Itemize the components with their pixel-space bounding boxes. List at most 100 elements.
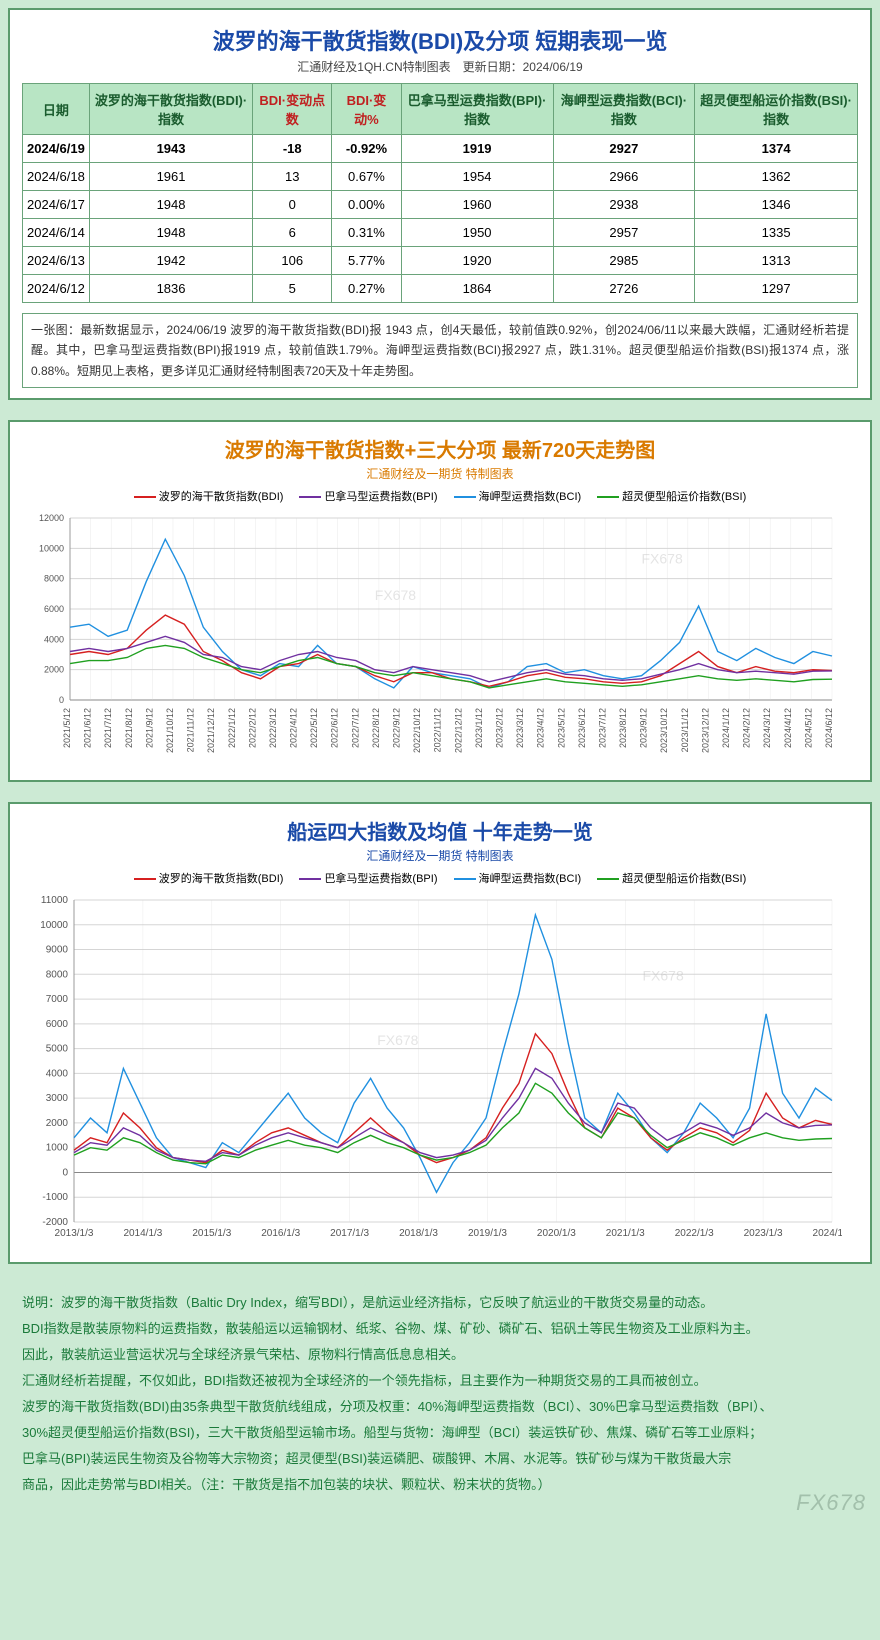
svg-text:2019/1/3: 2019/1/3 [468, 1228, 507, 1239]
svg-text:2024/2/12: 2024/2/12 [742, 708, 752, 748]
col-header: 超灵便型船运价指数(BSI)·指数 [695, 84, 858, 135]
col-header: BDI·变动点数 [253, 84, 332, 135]
svg-text:2022/9/12: 2022/9/12 [392, 708, 402, 748]
table-title: 波罗的海干散货指数(BDI)及分项 短期表现一览 [22, 24, 858, 56]
chart10y-legend: 波罗的海干散货指数(BDI) 巴拿马型运费指数(BPI) 海岬型运费指数(BCI) 超… [22, 870, 858, 886]
svg-text:FX678: FX678 [643, 968, 684, 984]
svg-text:2021/8/12: 2021/8/12 [124, 708, 134, 748]
svg-text:2024/3/12: 2024/3/12 [762, 708, 772, 748]
svg-text:2024/1/3: 2024/1/3 [813, 1228, 842, 1239]
svg-text:2013/1/3: 2013/1/3 [55, 1228, 94, 1239]
svg-text:2021/12/12: 2021/12/12 [206, 708, 216, 753]
svg-text:2021/9/12: 2021/9/12 [144, 708, 154, 748]
svg-text:2017/1/3: 2017/1/3 [330, 1228, 369, 1239]
table-row: 2024/6/191943-18-0.92%191929271374 [23, 135, 858, 163]
svg-text:6000: 6000 [44, 604, 64, 614]
svg-text:2021/10/12: 2021/10/12 [165, 708, 175, 753]
svg-text:2018/1/3: 2018/1/3 [399, 1228, 438, 1239]
svg-text:2022/3/12: 2022/3/12 [268, 708, 278, 748]
svg-text:-1000: -1000 [42, 1192, 68, 1203]
watermark: FX678 [796, 1490, 866, 1516]
svg-text:2022/6/12: 2022/6/12 [330, 708, 340, 748]
svg-text:2023/12/12: 2023/12/12 [700, 708, 710, 753]
legend-item: 超灵便型船运价指数(BSI) [597, 491, 746, 503]
svg-text:2023/7/12: 2023/7/12 [597, 708, 607, 748]
svg-text:2022/4/12: 2022/4/12 [289, 708, 299, 748]
svg-text:2023/11/12: 2023/11/12 [680, 708, 690, 752]
svg-text:2021/7/12: 2021/7/12 [103, 708, 113, 748]
svg-text:2023/8/12: 2023/8/12 [618, 708, 628, 748]
svg-text:0: 0 [62, 1168, 68, 1179]
svg-text:2000: 2000 [46, 1118, 69, 1129]
svg-text:2024/6/12: 2024/6/12 [824, 708, 834, 748]
explanation-text: 说明：波罗的海干散货指数（Baltic Dry Index，缩写BDI），是航运… [8, 1284, 872, 1514]
svg-text:2023/5/12: 2023/5/12 [556, 708, 566, 748]
svg-text:2024/4/12: 2024/4/12 [783, 708, 793, 748]
chart10y-subtitle: 汇通财经及一期货 特制图表 [22, 847, 858, 864]
svg-text:2022/11/12: 2022/11/12 [433, 708, 443, 752]
svg-text:4000: 4000 [44, 635, 64, 645]
col-header: 波罗的海干散货指数(BDI)·指数 [89, 84, 252, 135]
table-row: 2024/6/14194860.31%195029571335 [23, 219, 858, 247]
table-row: 2024/6/181961130.67%195429661362 [23, 163, 858, 191]
svg-text:2022/12/12: 2022/12/12 [453, 708, 463, 753]
svg-text:2021/5/12: 2021/5/12 [62, 708, 72, 748]
svg-text:2023/6/12: 2023/6/12 [577, 708, 587, 748]
svg-text:6000: 6000 [46, 1019, 69, 1030]
svg-text:2000: 2000 [44, 665, 64, 675]
col-header: 巴拿马型运费指数(BPI)·指数 [401, 84, 553, 135]
svg-text:4000: 4000 [46, 1069, 69, 1080]
svg-text:7000: 7000 [46, 994, 69, 1005]
col-header: 日期 [23, 84, 90, 135]
svg-text:2020/1/3: 2020/1/3 [537, 1228, 576, 1239]
svg-text:2015/1/3: 2015/1/3 [192, 1228, 231, 1239]
legend-item: 海岬型运费指数(BCI) [454, 873, 582, 885]
table-note: 一张图：最新数据显示，2024/06/19 波罗的海干散货指数(BDI)报 19… [22, 313, 858, 388]
svg-text:2022/2/12: 2022/2/12 [247, 708, 257, 748]
svg-text:2023/1/12: 2023/1/12 [474, 708, 484, 748]
svg-text:2021/6/12: 2021/6/12 [83, 708, 93, 748]
svg-text:11000: 11000 [41, 895, 69, 906]
svg-text:2024/5/12: 2024/5/12 [803, 708, 813, 748]
svg-text:8000: 8000 [46, 969, 69, 980]
svg-text:2022/7/12: 2022/7/12 [350, 708, 360, 748]
svg-text:10000: 10000 [39, 544, 64, 554]
table-row: 2024/6/1319421065.77%192029851313 [23, 247, 858, 275]
svg-text:12000: 12000 [39, 513, 64, 523]
svg-text:FX678: FX678 [642, 551, 683, 567]
svg-text:2014/1/3: 2014/1/3 [123, 1228, 162, 1239]
svg-text:2022/10/12: 2022/10/12 [412, 708, 422, 753]
svg-text:2022/1/12: 2022/1/12 [227, 708, 237, 748]
table-subtitle: 汇通财经及1QH.CN特制图表 更新日期：2024/06/19 [22, 58, 858, 75]
svg-text:2021/1/3: 2021/1/3 [606, 1228, 645, 1239]
svg-text:8000: 8000 [44, 574, 64, 584]
legend-item: 波罗的海干散货指数(BDI) [134, 873, 284, 885]
svg-text:0: 0 [59, 695, 64, 705]
legend-item: 超灵便型船运价指数(BSI) [597, 873, 746, 885]
bdi-table-panel: 波罗的海干散货指数(BDI)及分项 短期表现一览 汇通财经及1QH.CN特制图表… [8, 8, 872, 400]
legend-item: 巴拿马型运费指数(BPI) [299, 873, 437, 885]
svg-text:2023/2/12: 2023/2/12 [494, 708, 504, 748]
svg-text:FX678: FX678 [377, 1032, 418, 1048]
legend-item: 巴拿马型运费指数(BPI) [299, 491, 437, 503]
svg-text:2023/3/12: 2023/3/12 [515, 708, 525, 748]
chart10y-title: 船运四大指数及均值 十年走势一览 [22, 816, 858, 845]
svg-text:2023/4/12: 2023/4/12 [536, 708, 546, 748]
chart720-title: 波罗的海干散货指数+三大分项 最新720天走势图 [22, 434, 858, 463]
chart10y-svg: -2000-1000010002000300040005000600070008… [22, 892, 842, 1252]
svg-text:1000: 1000 [46, 1143, 69, 1154]
chart-10y-panel: 船运四大指数及均值 十年走势一览 汇通财经及一期货 特制图表 波罗的海干散货指数… [8, 802, 872, 1264]
svg-text:2021/11/12: 2021/11/12 [186, 708, 196, 752]
svg-text:2022/1/3: 2022/1/3 [675, 1228, 714, 1239]
svg-text:2023/1/3: 2023/1/3 [744, 1228, 783, 1239]
svg-text:2024/1/12: 2024/1/12 [721, 708, 731, 748]
col-header: BDI·变动% [332, 84, 401, 135]
col-header: 海岬型运费指数(BCI)·指数 [553, 84, 695, 135]
svg-text:9000: 9000 [46, 945, 69, 956]
bdi-table: 日期波罗的海干散货指数(BDI)·指数BDI·变动点数BDI·变动%巴拿马型运费… [22, 83, 858, 303]
svg-text:3000: 3000 [46, 1093, 69, 1104]
svg-text:2023/9/12: 2023/9/12 [639, 708, 649, 748]
chart720-legend: 波罗的海干散货指数(BDI)巴拿马型运费指数(BPI)海岬型运费指数(BCI)超… [22, 488, 858, 504]
legend-item: 海岬型运费指数(BCI) [454, 491, 582, 503]
svg-text:-2000: -2000 [42, 1217, 68, 1228]
